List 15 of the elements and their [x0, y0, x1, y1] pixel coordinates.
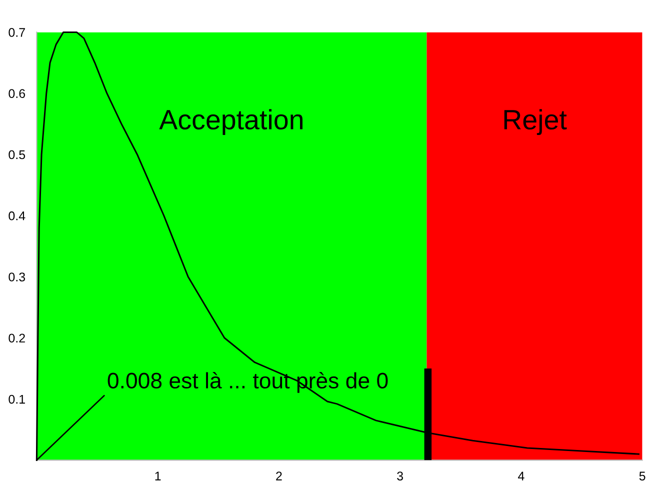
- x-tick-label: 3: [397, 472, 403, 480]
- x-tick-label: 4: [518, 472, 524, 480]
- x-tick-label: 2: [276, 472, 282, 480]
- y-tick-label: 0.3: [8, 272, 26, 282]
- annotation: 0.008 est là ... tout près de 0: [108, 372, 388, 393]
- y-tick-label: 0.5: [8, 150, 26, 160]
- band-label: Rejet: [504, 109, 567, 136]
- y-tick-label: 0.6: [8, 89, 26, 98]
- x-tick-label: 5: [639, 472, 646, 480]
- y-tick-label: 0.2: [8, 334, 25, 343]
- y-tick-label: 0.7: [8, 28, 25, 37]
- band-label: Acceptation: [159, 109, 302, 136]
- y-tick-label: 0.1: [8, 394, 25, 404]
- y-tick-label: 0.4: [8, 211, 26, 220]
- x-tick-label: 1: [155, 472, 161, 480]
